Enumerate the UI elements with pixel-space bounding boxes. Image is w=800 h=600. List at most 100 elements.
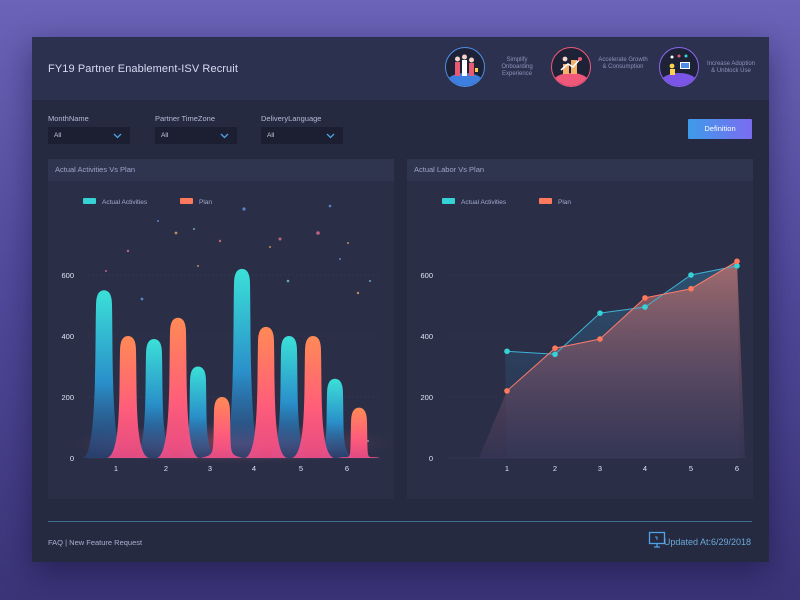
plan-line: [506, 260, 738, 392]
activities-chart-panel: Actual Activities Vs Plan: [48, 159, 394, 499]
actual-bar: [133, 339, 175, 458]
plan-point: [504, 388, 510, 394]
activities-chart: 0 200 400 600 1 2 3 4 5 6 Actual Activities Plan: [61, 198, 393, 473]
footer-links: FAQ | New Feature Request: [48, 538, 142, 547]
legend-label: Actual Activities: [461, 199, 507, 206]
labor-chart-panel: Actual Labor Vs Plan 0 200 400 600 1 2 3 4 5 6 Ac…: [407, 159, 753, 499]
actual-point: [688, 272, 694, 278]
month-select[interactable]: All: [48, 127, 130, 144]
y-tick-label: 400: [420, 332, 433, 341]
plan-bar: [157, 317, 199, 458]
footer-divider: [48, 521, 752, 522]
particle: [242, 207, 246, 211]
updated-timestamp: Updated At:6/29/2018: [663, 537, 751, 547]
timezone-select[interactable]: All: [155, 127, 237, 144]
x-tick-label: 3: [598, 464, 602, 473]
particle: [269, 246, 271, 248]
particle: [278, 237, 282, 241]
badge-label: Simplify Onboarding Experience: [501, 57, 533, 77]
select-value: All: [161, 132, 169, 139]
plan-point: [688, 285, 694, 292]
y-tick-label: 400: [61, 332, 74, 341]
plan-bar: [201, 397, 243, 458]
definition-button[interactable]: Definition: [688, 119, 752, 139]
particle: [218, 239, 222, 243]
particle: [347, 242, 349, 244]
actual-bar: [314, 378, 356, 458]
filter-label-timezone: Partner TimeZone: [155, 114, 216, 123]
page-title: FY19 Partner Enablement-ISV Recruit: [48, 63, 238, 75]
particle: [339, 258, 341, 260]
particle: [197, 265, 199, 267]
x-tick-label: 3: [208, 464, 212, 473]
actual-point: [504, 348, 510, 355]
actual-bar: [221, 268, 263, 458]
badge-adoption[interactable]: Increase Adoption & Unblock Use: [659, 47, 759, 91]
link-separator: |: [65, 538, 68, 547]
badge-label: Increase Adoption & Unblock Use: [706, 61, 756, 74]
select-value: All: [267, 132, 275, 139]
actual-line: [506, 265, 738, 355]
x-tick-label: 6: [345, 464, 349, 473]
adoption-icon: [659, 47, 699, 87]
plan-point: [734, 258, 740, 265]
plan-point: [642, 295, 648, 301]
particle: [140, 297, 144, 301]
x-tick-label: 2: [553, 464, 557, 473]
actual-point: [552, 351, 558, 358]
y-tick-label: 600: [420, 271, 433, 280]
plan-bar: [245, 326, 287, 458]
particle: [369, 280, 371, 282]
x-tick-label: 2: [164, 464, 168, 473]
panel-title: Actual Labor Vs Plan: [407, 159, 753, 181]
x-tick-label: 1: [114, 464, 118, 473]
legend-label: Plan: [199, 199, 212, 206]
plan-bar: [107, 336, 149, 458]
chevron-down-icon: [326, 133, 335, 139]
badge-onboarding[interactable]: Simplify Onboarding Experience: [445, 47, 545, 91]
select-value: All: [54, 132, 62, 139]
chevron-down-icon: [113, 133, 122, 139]
legend-label: Actual Activities: [102, 199, 148, 206]
y-tick-label: 200: [420, 393, 433, 402]
new-feature-link[interactable]: New Feature Request: [69, 538, 143, 547]
x-tick-label: 4: [643, 464, 647, 473]
actual-bar: [268, 336, 310, 458]
dashboard-window: FY19 Partner Enablement-ISV Recruit Simp…: [32, 37, 769, 562]
legend-swatch: [442, 198, 455, 204]
filter-label-month: MonthName: [48, 114, 89, 123]
language-select[interactable]: All: [261, 127, 343, 144]
x-tick-label: 6: [735, 464, 739, 473]
particle: [286, 279, 290, 283]
legend-swatch: [180, 198, 193, 204]
plan-bar: [292, 336, 334, 458]
actual-point: [642, 304, 648, 310]
particle: [157, 220, 159, 222]
x-tick-label: 5: [299, 464, 303, 473]
x-tick-label: 1: [505, 464, 509, 473]
faq-link[interactable]: FAQ: [48, 538, 64, 547]
actual-bar: [83, 290, 125, 458]
header-bar: FY19 Partner Enablement-ISV Recruit Simp…: [32, 37, 769, 100]
chevron-down-icon: [220, 133, 229, 139]
actual-bar: [177, 366, 219, 458]
particle: [328, 204, 332, 208]
legend-swatch: [83, 198, 96, 204]
y-tick-label: 600: [61, 271, 74, 280]
badge-growth[interactable]: Accelerate Growth & Consumption: [551, 47, 651, 91]
particle: [126, 249, 130, 253]
x-tick-label: 4: [252, 464, 256, 473]
plan-point: [552, 345, 558, 351]
growth-icon: [551, 47, 591, 87]
plan-bar: [338, 407, 380, 458]
labor-chart: 0 200 400 600 1 2 3 4 5 6 Actual Activities Plan: [420, 198, 745, 473]
x-tick-label: 5: [689, 464, 693, 473]
panel-title: Actual Activities Vs Plan: [48, 159, 394, 181]
actual-point: [597, 310, 603, 316]
y-tick-label: 200: [61, 393, 74, 402]
particle: [174, 231, 178, 235]
actual-point: [734, 263, 740, 269]
particle: [356, 291, 360, 295]
particle: [316, 231, 320, 235]
monitor-icon: [648, 531, 666, 548]
